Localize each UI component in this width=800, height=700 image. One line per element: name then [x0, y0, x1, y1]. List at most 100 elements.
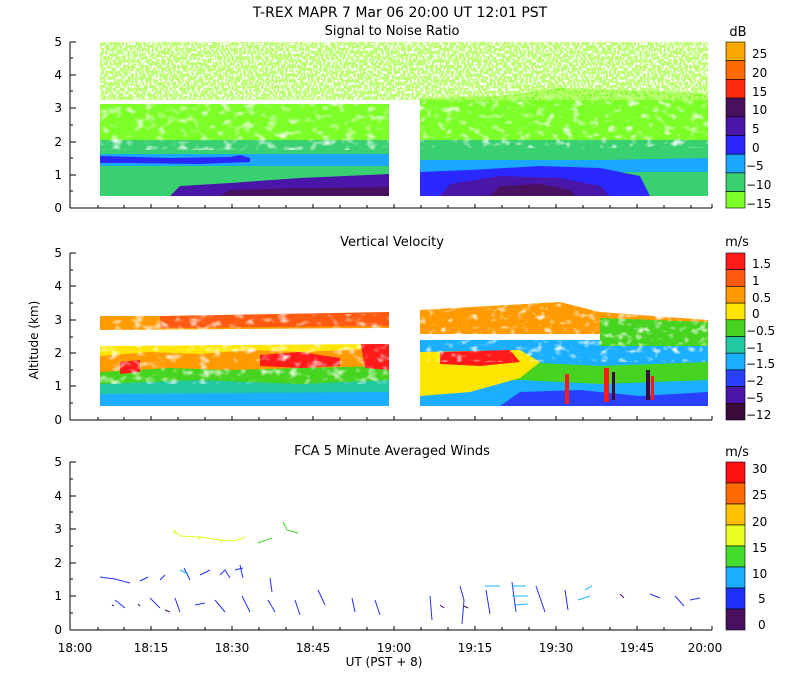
snr-colorbar-swatch [725, 135, 746, 155]
snr-y-tick: 5 [54, 35, 62, 49]
winds-colorbar-label: 20 [752, 515, 767, 529]
velocity-colorbar-label: −0.5 [746, 324, 775, 338]
velocity-colorbar-swatch [725, 336, 746, 354]
snr-y-tick: 0 [54, 201, 62, 215]
velocity-colorbar-swatch [725, 252, 746, 271]
winds-colorbar-swatch [725, 461, 746, 484]
wind-barb-group [172, 529, 246, 544]
snr-right-low-peak [490, 184, 575, 196]
x-axis-tick: 19:45 [620, 641, 655, 655]
winds-colorbar-label: 25 [752, 488, 767, 502]
snr-colorbar-label: 15 [752, 85, 767, 99]
snr-left-gaps [100, 104, 389, 150]
velocity-heatmap [100, 300, 708, 406]
snr-colorbar-label: 25 [752, 47, 767, 61]
velocity-colorbar-swatch [725, 319, 746, 337]
x-axis-tick: 19:00 [377, 641, 412, 655]
snr-strong-echo [100, 155, 250, 164]
snr-y-tick: 4 [54, 68, 62, 82]
velocity-colorbar-label: 1 [752, 274, 760, 288]
winds-panel-title: FCA 5 Minute Averaged Winds [294, 444, 490, 459]
velocity-y-tick: 0 [54, 413, 62, 427]
winds-y-tick: 5 [54, 455, 62, 469]
snr-y-tick: 2 [54, 135, 62, 149]
winds-y-tick: 1 [54, 589, 62, 603]
velocity-colorbar-swatch [725, 269, 746, 287]
velocity-colorbar-swatch [725, 286, 746, 304]
winds-colorbar-swatch [725, 566, 746, 589]
winds-colorbar-label: 10 [752, 567, 767, 581]
velocity-colorbar-label: −1 [746, 341, 764, 355]
snr-colorbar-label: −15 [746, 197, 771, 211]
velocity-colorbar [725, 252, 746, 421]
wind-barb-group [179, 569, 593, 606]
velocity-colorbar-swatch [725, 386, 746, 404]
wind-barb-group [111, 593, 625, 613]
snr-colorbar-label: 20 [752, 66, 767, 80]
snr-colorbar-swatch [725, 153, 746, 174]
snr-upper-speckle [100, 42, 708, 100]
velocity-right-holes [420, 300, 708, 362]
snr-colorbar-swatch [725, 41, 746, 62]
x-axis-tick: 20:00 [688, 641, 723, 655]
velocity-axes [69, 252, 713, 421]
velocity-colorbar-label: −1.5 [746, 357, 775, 371]
x-axis-label: UT (PST + 8) [346, 655, 423, 669]
winds-colorbar-swatch [725, 482, 746, 505]
velocity-y-tick: 1 [54, 379, 62, 393]
x-axis-tick: 18:30 [215, 641, 250, 655]
x-axis-tick: 18:00 [58, 641, 93, 655]
x-axis-tick: 18:45 [296, 641, 331, 655]
snr-panel-title: Signal to Noise Ratio [325, 24, 460, 39]
velocity-colorbar-label: 1.5 [752, 257, 771, 271]
winds-colorbar-swatch [725, 608, 746, 631]
x-axis-tick: 18:15 [134, 641, 169, 655]
snr-colorbar-units: dB [729, 25, 746, 40]
velocity-y-tick: 2 [54, 346, 62, 360]
winds-colorbar-units: m/s [725, 445, 749, 460]
x-axis-ticks: 18:00 18:15 18:30 18:45 19:00 19:15 19:3… [58, 641, 723, 655]
velocity-colorbar-label: −2 [746, 374, 764, 388]
snr-colorbar-label: −5 [746, 159, 764, 173]
velocity-colorbar-swatch [725, 402, 746, 421]
snr-colorbar-swatch [725, 60, 746, 80]
velocity-panel: Vertical Velocity [54, 235, 775, 427]
velocity-y-tick: 4 [54, 279, 62, 293]
snr-heatmap [100, 42, 708, 196]
velocity-y-tick: 5 [54, 246, 62, 260]
snr-segment-right [420, 88, 708, 196]
velocity-colorbar-swatch [725, 369, 746, 387]
wind-barbs [99, 521, 701, 625]
winds-colorbar-swatch [725, 587, 746, 610]
x-axis-tick: 19:30 [539, 641, 574, 655]
snr-colorbar-label: 0 [752, 141, 760, 155]
snr-y-tick: 1 [54, 168, 62, 182]
snr-right-gaps [420, 92, 708, 148]
winds-colorbar-swatch [725, 524, 746, 547]
snr-colorbar-swatch [725, 97, 746, 118]
snr-segment-left [100, 104, 389, 196]
winds-colorbar-label: 0 [758, 618, 766, 632]
velocity-colorbar-label: −5 [746, 391, 764, 405]
velocity-colorbar-label: 0.5 [752, 291, 771, 305]
winds-axes [69, 461, 713, 631]
winds-panel: FCA 5 Minute Averaged Winds [54, 444, 767, 669]
velocity-panel-title: Vertical Velocity [340, 235, 444, 250]
velocity-segment-right [420, 300, 708, 406]
snr-low-layer-core [220, 187, 389, 196]
winds-y-tick: 2 [54, 556, 62, 570]
velocity-colorbar-labels: 1.5 1 0.5 0 −0.5 −1 −1.5 −2 −5 −12 [746, 257, 775, 422]
snr-colorbar-swatch [725, 79, 746, 99]
snr-colorbar-label: −10 [746, 178, 771, 192]
winds-colorbar-swatch [725, 545, 746, 568]
velocity-y-ticks: 0 1 2 3 4 5 [54, 246, 62, 427]
velocity-colorbar-label: −12 [746, 408, 771, 422]
velocity-colorbar-label: 0 [752, 307, 760, 321]
x-axis-tick: 19:15 [458, 641, 493, 655]
winds-colorbar-labels: 30 25 20 15 10 5 0 [752, 462, 767, 632]
snr-y-ticks: 0 1 2 3 4 5 [54, 35, 62, 215]
snr-axes [69, 41, 713, 209]
velocity-segment-left [100, 312, 389, 406]
winds-y-ticks: 0 1 2 3 4 5 [54, 455, 62, 637]
